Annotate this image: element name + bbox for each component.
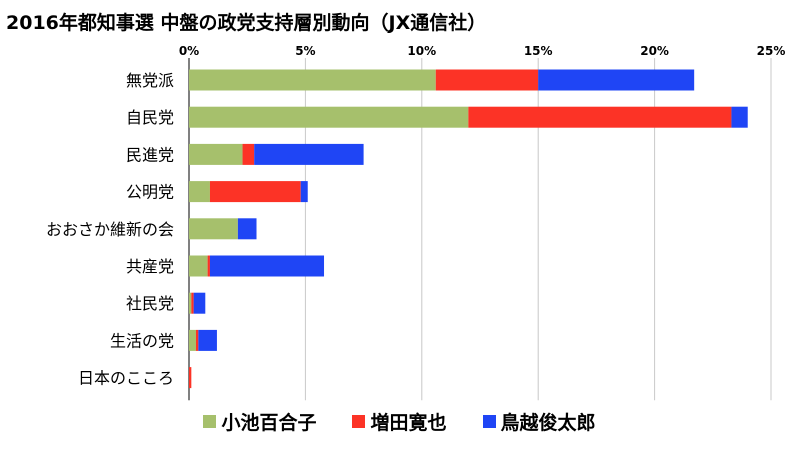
bar-segment bbox=[195, 329, 199, 351]
bar-segment bbox=[254, 143, 364, 165]
x-tick-label: 5% bbox=[295, 44, 315, 58]
x-tick-label: 15% bbox=[524, 44, 553, 58]
legend-label: 増田寛也 bbox=[370, 412, 447, 434]
legend-swatch bbox=[352, 415, 366, 428]
bar-segment bbox=[191, 292, 194, 314]
bar-segment bbox=[198, 329, 217, 351]
bar-segment bbox=[189, 255, 208, 277]
category-label: 民進党 bbox=[126, 145, 174, 164]
bar-segment bbox=[538, 69, 695, 91]
legend-swatch bbox=[203, 415, 217, 428]
category-label: 社民党 bbox=[126, 294, 174, 313]
category-label: おおさか維新の会 bbox=[46, 220, 174, 239]
bar-segment bbox=[189, 143, 243, 165]
bar-segment bbox=[207, 255, 210, 277]
legend-item: 鳥越俊太郎 bbox=[482, 408, 596, 435]
bar-segment bbox=[237, 218, 257, 240]
bar-segment bbox=[468, 106, 732, 128]
x-tick-label: 0% bbox=[179, 44, 199, 58]
category-label: 生活の党 bbox=[110, 331, 174, 350]
bar-segment bbox=[189, 218, 238, 240]
category-label: 共産党 bbox=[126, 257, 174, 276]
bar-segment bbox=[435, 69, 539, 91]
bar-segment bbox=[189, 292, 192, 314]
legend-item: 増田寛也 bbox=[352, 408, 447, 435]
bar-segment bbox=[189, 367, 192, 389]
chart-title: 2016年都知事選 中盤の政党支持層別動向（JX通信社） bbox=[6, 12, 487, 34]
legend: 小池百合子 増田寛也 鳥越俊太郎 bbox=[0, 408, 799, 435]
bar-segment bbox=[209, 181, 301, 203]
category-label: 自民党 bbox=[126, 108, 174, 127]
bar-segment bbox=[189, 106, 469, 128]
x-tick-label: 10% bbox=[407, 44, 436, 58]
legend-item: 小池百合子 bbox=[203, 408, 316, 435]
x-tick-label: 25% bbox=[757, 44, 786, 58]
category-label: 公明党 bbox=[126, 183, 174, 202]
category-label: 日本のこころ bbox=[78, 369, 174, 388]
bar-segment bbox=[189, 69, 436, 91]
x-tick-label: 20% bbox=[640, 44, 669, 58]
bar-segment bbox=[209, 255, 325, 277]
legend-label: 鳥越俊太郎 bbox=[500, 412, 596, 434]
category-label: 無党派 bbox=[126, 71, 174, 90]
bar-segment bbox=[193, 292, 206, 314]
bar-segment bbox=[189, 329, 196, 351]
bar-segment bbox=[300, 181, 308, 203]
bar-segment bbox=[731, 106, 748, 128]
bar-segment bbox=[189, 181, 210, 203]
legend-swatch bbox=[482, 415, 496, 428]
legend-label: 小池百合子 bbox=[221, 412, 317, 434]
bar-segment bbox=[242, 143, 255, 165]
